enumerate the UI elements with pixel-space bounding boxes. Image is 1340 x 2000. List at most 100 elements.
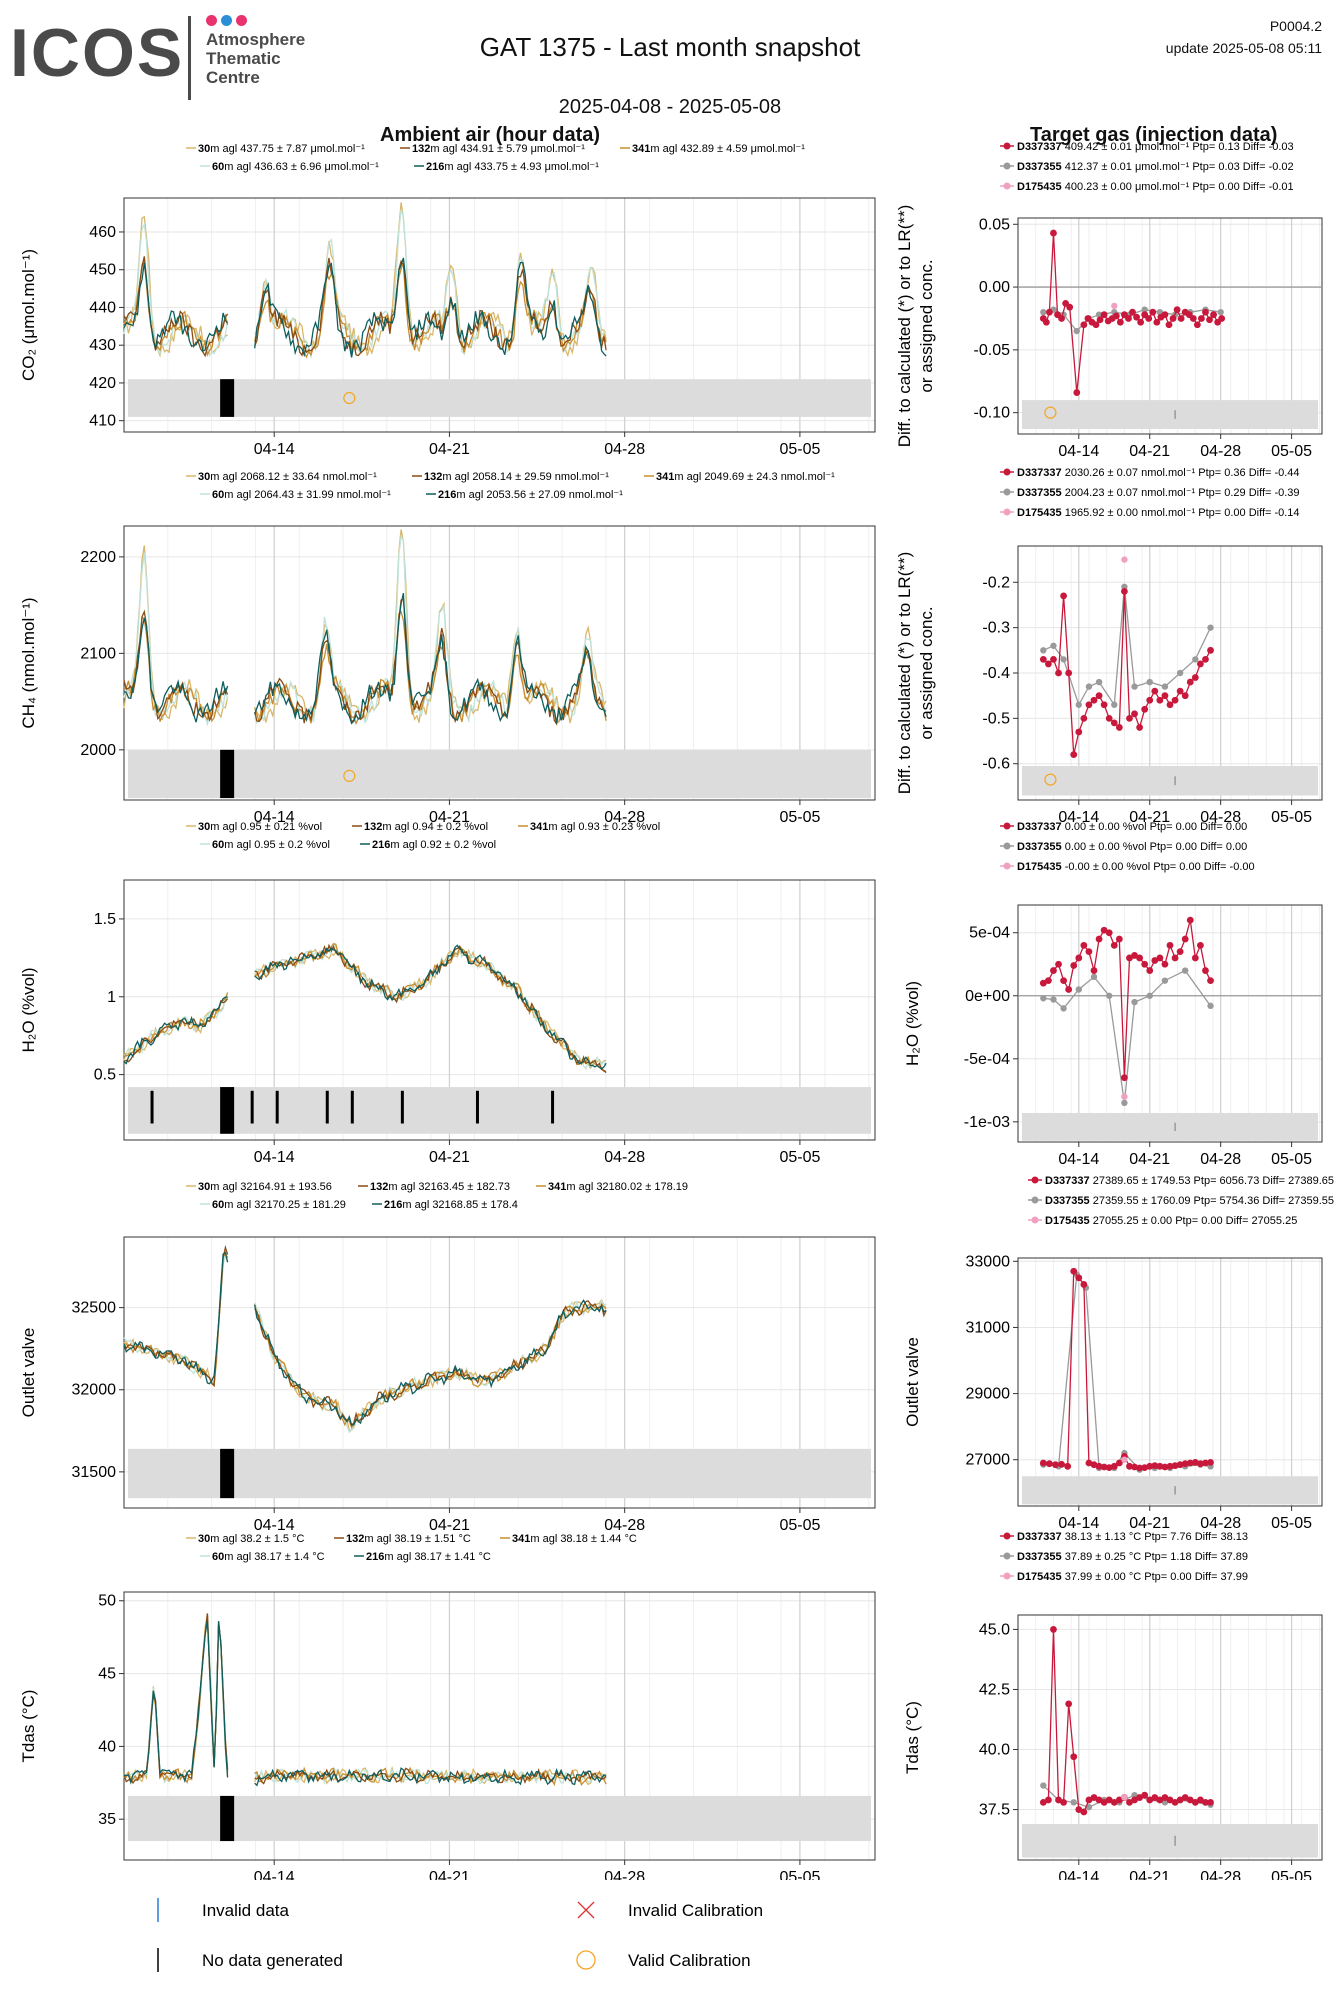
target-D337337-point — [1070, 962, 1078, 969]
target-D337337-point — [1136, 1464, 1143, 1472]
right-ytick-label-0: -0.05 — [974, 342, 1011, 359]
target-D337337-point — [1042, 318, 1050, 326]
left-ytick-label-0: 460 — [89, 224, 116, 241]
target-D337355-point — [1106, 992, 1113, 999]
target-D337337-point — [1146, 1462, 1154, 1470]
target-D337337-point — [1146, 1796, 1154, 1804]
right-ytick-label-3: 31000 — [966, 1319, 1011, 1336]
series-line-216m — [123, 1620, 607, 1787]
target-D337337-point — [1065, 986, 1073, 993]
target-legend-entry-D337355: D337355 37.89 ± 0.25 °C Ptp= 1.18 Diff= … — [1017, 1551, 1248, 1563]
left-status-band-3 — [128, 1448, 871, 1499]
target-D337337-point — [1161, 1794, 1169, 1801]
target-D337337-point — [1169, 315, 1177, 322]
target-D337355-line — [1043, 586, 1212, 707]
right-xtick-label-4: 04-21 — [1129, 1869, 1170, 1880]
right-xtick-label-2: 04-14 — [1058, 1151, 1099, 1168]
left-ytick-label-2: 0.5 — [94, 1067, 116, 1084]
target-D337337-point — [1181, 935, 1189, 943]
right-xtick-label-0: 04-21 — [1129, 443, 1170, 460]
logo-divider — [188, 16, 191, 100]
series-line-216m — [123, 592, 607, 725]
target-D337337-point — [1070, 1753, 1078, 1761]
right-plot-frame-3 — [1017, 1257, 1323, 1507]
right-plot-frame-4 — [1017, 1614, 1323, 1861]
right-xtick-label-0: 04-28 — [1200, 443, 1241, 460]
no-data-marker — [250, 1090, 254, 1124]
valid-calibration-marker — [343, 769, 356, 782]
target-D337337-point — [1100, 1463, 1108, 1471]
left-ytick-label-2: 1 — [107, 989, 116, 1006]
no-data-marker — [400, 1090, 404, 1124]
right-ytick-label-1: -0.5 — [982, 710, 1010, 727]
target-D337355-point — [1095, 678, 1103, 686]
bottom-legend: Invalid data No data generated Invalid C… — [157, 1898, 763, 1972]
target-D337337-point — [1080, 714, 1088, 722]
target-D337337-point — [1100, 701, 1108, 709]
right-ytick-label-3: 27000 — [966, 1452, 1011, 1469]
target-D337337-point — [1115, 935, 1123, 943]
legend-entry-341m: 341m agl 0.93 ± 0.23 %vol — [530, 821, 660, 833]
no-data-marker — [275, 1090, 279, 1124]
target-D337337-point — [1100, 926, 1108, 934]
legend-entry-216m: 216m agl 0.92 ± 0.2 %vol — [372, 839, 496, 851]
target-legend-entry-D337337: D337337 0.00 ± 0.00 %vol Ptp= 0.00 Diff=… — [1017, 821, 1247, 833]
target-D175435-point — [1121, 556, 1128, 563]
target-D337337-point — [1095, 935, 1103, 943]
target-D337355-point — [1131, 1791, 1138, 1799]
target-legend-entry-D337337: D337337 409.42 ± 0.01 μmol.mol⁻¹ Ptp= 0.… — [1017, 141, 1294, 153]
target-D337337-point — [1166, 701, 1174, 709]
target-legend-entry-D337337: D337337 27389.65 ± 1749.53 Ptp= 6056.73 … — [1045, 1175, 1334, 1187]
logo-subtitle-line-2: Thematic — [206, 49, 281, 68]
right-ytick-label-1: -0.3 — [982, 620, 1010, 637]
logo-text: ICOS — [10, 15, 185, 91]
left-xtick-label-3: 04-21 — [429, 1517, 470, 1534]
no-data-marker — [220, 379, 235, 417]
target-D337337-point — [1050, 967, 1057, 974]
target-D337337-point — [1050, 655, 1057, 663]
right-xtick-label-4: 04-14 — [1058, 1869, 1099, 1880]
target-D337355-point — [1040, 308, 1047, 316]
target-D337355-point — [1161, 1799, 1169, 1806]
legend-entry-132m: 132m agl 434.91 ± 5.79 μmol.mol⁻¹ — [412, 143, 585, 155]
target-D337337-point — [1153, 318, 1161, 326]
target-legend-dot-D337337 — [1003, 468, 1011, 476]
target-D337337-point — [1050, 229, 1057, 237]
target-D337337-point — [1126, 1462, 1133, 1470]
no-data-marker — [220, 749, 235, 799]
update-timestamp: update 2025-05-08 05:11 — [1165, 40, 1322, 56]
target-D337337-point — [1171, 954, 1179, 962]
right-xtick-label-4: 04-28 — [1200, 1869, 1241, 1880]
target-D337337-point — [1060, 977, 1067, 985]
target-D337337-point — [1151, 957, 1159, 964]
target-D337355-point — [1192, 656, 1199, 663]
target-D337337-point — [1095, 1796, 1103, 1804]
series-line-216m — [123, 944, 607, 1070]
no-data-marker — [325, 1090, 329, 1124]
right-plot-frame-2 — [1017, 904, 1323, 1143]
target-D337337-point — [1039, 1459, 1047, 1467]
target-D337337-point — [1193, 321, 1201, 329]
legend-entry-341m: 341m agl 32180.02 ± 178.19 — [548, 1181, 688, 1193]
target-D337337-point — [1171, 1462, 1179, 1470]
left-ylabel-4: Tdas (°C) — [19, 1690, 38, 1763]
target-D337337-point — [1065, 1700, 1073, 1708]
target-D337337-point — [1080, 1281, 1088, 1288]
target-legend-entry-D337337: D337337 38.13 ± 1.13 °C Ptp= 7.76 Diff= … — [1017, 1531, 1248, 1543]
right-ytick-label-4: 45.0 — [979, 1621, 1010, 1638]
right-xtick-label-3: 04-28 — [1200, 1515, 1241, 1532]
right-xtick-label-3: 04-21 — [1129, 1515, 1170, 1532]
left-ytick-label-4: 45 — [98, 1666, 116, 1683]
target-D337337-point — [1050, 1626, 1057, 1633]
target-D337337-point — [1202, 655, 1209, 663]
left-xtick-label-3: 04-14 — [254, 1517, 295, 1534]
left-xtick-label-1: 05-05 — [779, 809, 820, 826]
target-D337337-point — [1110, 1462, 1118, 1470]
target-D337337-point — [1055, 669, 1062, 677]
target-D337355-point — [1156, 308, 1164, 316]
target-D337337-point — [1039, 979, 1047, 987]
target-D337337-point — [1149, 308, 1157, 316]
target-D337337-point — [1121, 587, 1128, 595]
target-D337337-point — [1105, 1796, 1113, 1804]
target-D337337-point — [1156, 1462, 1164, 1470]
